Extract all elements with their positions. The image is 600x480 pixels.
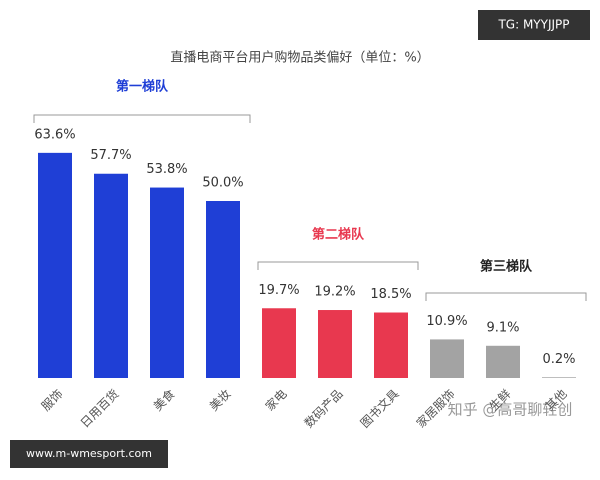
value-label: 50.0% — [202, 176, 243, 191]
x-tick-label: 数码产品 — [301, 386, 346, 431]
bar — [206, 201, 240, 378]
bar — [486, 345, 520, 378]
bar — [318, 310, 352, 378]
tier-bracket — [257, 261, 419, 270]
bar — [38, 152, 72, 378]
value-label: 0.2% — [542, 352, 575, 367]
bar — [150, 187, 184, 378]
bar — [542, 377, 576, 378]
watermark: 知乎 @高哥聊轻创 — [448, 401, 573, 419]
value-label: 10.9% — [426, 314, 467, 329]
site-box — [10, 440, 168, 468]
site: www.m-wmesport.com — [26, 447, 152, 460]
tier-label: 第一梯队 — [116, 79, 169, 95]
tier-bracket — [33, 114, 251, 123]
value-label: 53.8% — [146, 162, 187, 177]
x-tick-label: 日用百货 — [77, 386, 122, 431]
bar — [262, 308, 296, 378]
value-label: 9.1% — [486, 320, 519, 335]
badge: TG: MYYJJPP — [497, 18, 569, 32]
value-label: 18.5% — [370, 287, 411, 302]
tier-label: 第二梯队 — [312, 227, 365, 243]
tier-bracket — [425, 292, 587, 301]
x-tick-label: 服饰 — [39, 387, 66, 414]
value-label: 57.7% — [90, 148, 131, 163]
value-label: 19.2% — [314, 285, 355, 300]
badge-box — [478, 10, 590, 40]
x-tick-label: 美食 — [150, 386, 178, 414]
value-label: 19.7% — [258, 283, 299, 298]
bar — [430, 339, 464, 378]
tier-label: 第三梯队 — [480, 259, 533, 275]
x-tick-label: 图书文具 — [357, 386, 402, 431]
bar — [374, 312, 408, 378]
bar — [94, 173, 128, 378]
value-label: 63.6% — [34, 127, 75, 142]
chart-title: 直播电商平台用户购物品类偏好（单位：%） — [170, 50, 429, 66]
x-tick-label: 家电 — [262, 386, 290, 414]
x-tick-label: 美妆 — [207, 387, 234, 414]
